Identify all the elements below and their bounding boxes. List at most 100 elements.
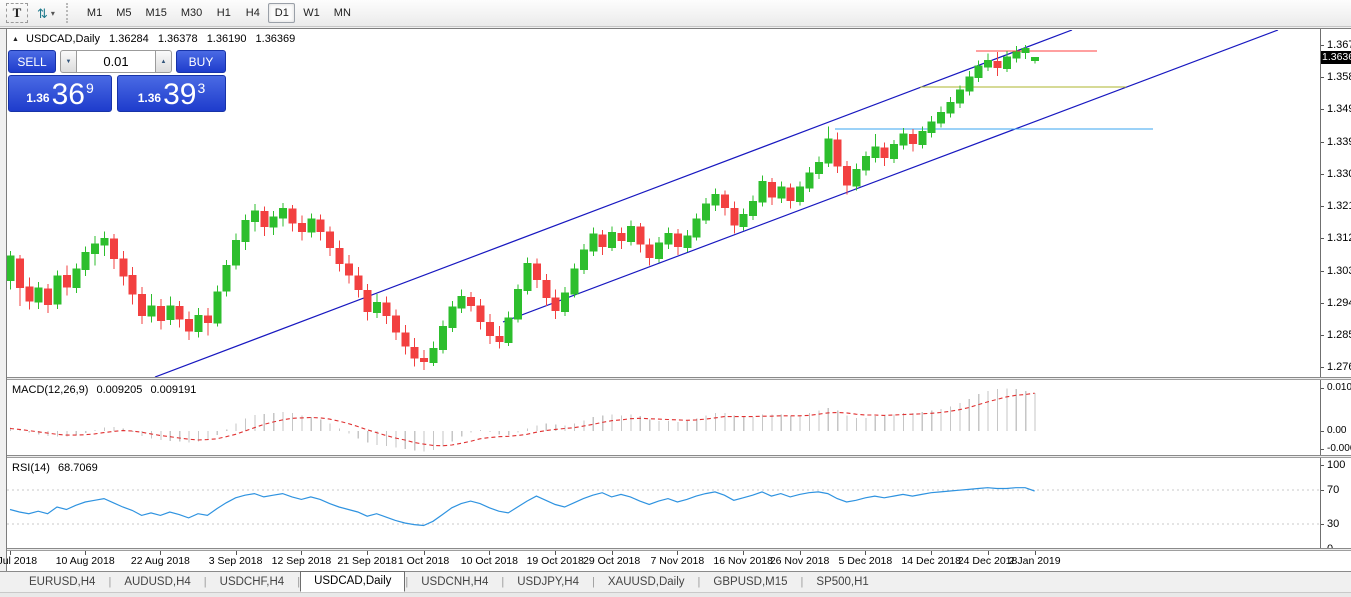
volume-increase-button[interactable]: ▲ <box>155 50 172 73</box>
volume-decrease-button[interactable]: ▼ <box>60 50 77 73</box>
chart-tab-audusd-h4[interactable]: AUDUSD,H4 <box>124 576 191 588</box>
timeframe-button-m15[interactable]: M15 <box>145 7 167 19</box>
time-tick-label: 24 Dec 2018 <box>957 555 1018 567</box>
time-tick <box>555 551 557 555</box>
time-tick-label: 26 Nov 2018 <box>769 555 830 567</box>
price-axis[interactable]: 1.36715 1.35815 1.34915 1.33990 1.33090 1.321… <box>1320 29 1351 571</box>
chart-tab-xauusd-daily[interactable]: XAUUSD,Daily <box>607 576 685 588</box>
price-tick-label: 1.29465 <box>1327 297 1351 309</box>
time-tick <box>1034 551 1036 555</box>
sell-price-display[interactable]: 1.36 36 9 <box>8 75 112 112</box>
chart-tab-usdjpy-h4[interactable]: USDJPY,H4 <box>517 576 579 588</box>
time-tick <box>799 551 801 555</box>
time-axis[interactable]: 31 Jul 2018 10 Aug 2018 22 Aug 2018 3 Sep 2… <box>0 551 1351 571</box>
chart-symbol-label: USDCAD,Daily <box>26 33 100 45</box>
timeframe-button-m30[interactable]: M30 <box>180 7 203 19</box>
price-tick-label: 1.35815 <box>1327 71 1351 84</box>
spinner-up-icon: ▲ <box>160 58 167 65</box>
rsi-value: 68.7069 <box>57 462 98 474</box>
volume-input[interactable] <box>77 50 155 73</box>
panel-splitter-1[interactable] <box>7 377 1351 380</box>
time-tick-label: 7 Nov 2018 <box>650 555 705 567</box>
macd-panel-canvas[interactable] <box>7 381 1320 455</box>
buy-price-display[interactable]: 1.36 39 3 <box>117 75 226 112</box>
time-tick <box>367 551 369 555</box>
toolbar-grip[interactable] <box>65 3 73 23</box>
price-tick <box>1320 109 1324 111</box>
timeframe-button-h4[interactable]: H4 <box>245 7 260 19</box>
time-tick-label: 10 Aug 2018 <box>55 555 115 567</box>
time-tick <box>743 551 745 555</box>
price-tick-label: 1.32190 <box>1327 200 1351 213</box>
time-tick <box>235 551 237 555</box>
macd-tick-label: -0.006218 <box>1327 443 1351 454</box>
text-tool-icon: T <box>12 5 22 20</box>
current-price-tag: 1.36369 <box>1321 51 1351 65</box>
time-tick <box>10 551 11 555</box>
time-tick-label: 31 Jul 2018 <box>0 555 38 567</box>
timeframe-button-w1[interactable]: W1 <box>303 7 320 19</box>
time-tick-label: 22 Aug 2018 <box>130 555 190 567</box>
chart-tab-eurusd-h4[interactable]: EURUSD,H4 <box>29 576 96 588</box>
price-tick-label: 1.27665 <box>1327 361 1351 374</box>
buy-button[interactable]: BUY <box>176 50 226 73</box>
volume-stepper: ▼ ▲ <box>60 50 172 73</box>
rsi-tick <box>1320 465 1324 466</box>
tab-separator: | <box>405 576 409 588</box>
chart-window-left-border <box>6 28 7 571</box>
main-chart-canvas[interactable] <box>7 30 1320 377</box>
macd-tick <box>1320 431 1324 432</box>
time-tick <box>931 551 933 555</box>
price-tick <box>1320 335 1324 337</box>
time-tick-label: 12 Sep 2018 <box>271 555 332 567</box>
macd-tick-label: 0.00 <box>1327 425 1347 436</box>
chart-tab-gbpusd-m15[interactable]: GBPUSD,M15 <box>713 576 788 588</box>
sell-price-big: 36 <box>51 78 85 111</box>
panel-splitter-3[interactable] <box>7 548 1351 551</box>
macd-label: MACD(12,26,9) 0.009205 0.009191 <box>12 384 196 396</box>
chart-window-top-border <box>0 28 1351 29</box>
arrows-icon: ⇅ <box>37 5 48 21</box>
timeframe-button-m5[interactable]: M5 <box>116 7 132 19</box>
ohlc-low: 1.36190 <box>206 33 247 45</box>
timeframe-button-h1[interactable]: H1 <box>216 7 231 19</box>
timeframe-button-m1[interactable]: M1 <box>86 7 103 19</box>
chart-tab-bar: EURUSD,H4 | AUDUSD,H4 | USDCHF,H4 | USDCAD,Dai… <box>0 571 1351 592</box>
time-tick <box>423 551 425 555</box>
cursor-tool-button[interactable]: ⇅ ▾ <box>34 3 58 23</box>
price-tick <box>1320 238 1324 240</box>
ohlc-high: 1.36378 <box>157 33 198 45</box>
time-tick-label: 19 Oct 2018 <box>526 555 584 567</box>
text-tool-button[interactable]: T <box>6 3 28 23</box>
timeframe-button-d1[interactable]: D1 <box>268 3 296 23</box>
time-tick <box>987 551 989 555</box>
time-tick <box>301 551 303 555</box>
sell-button[interactable]: SELL <box>8 50 56 73</box>
sell-button-label: SELL <box>17 54 47 69</box>
timeframe-toolbar: M1 M5 M15 M30 H1 H4 D1 W1 MN <box>81 3 357 23</box>
time-tick <box>489 551 491 555</box>
tab-separator: | <box>800 576 804 588</box>
buy-price-sup: 3 <box>197 80 206 96</box>
rsi-panel-canvas[interactable] <box>7 459 1320 548</box>
macd-tick <box>1320 449 1324 450</box>
chart-tab-usdchf-h4[interactable]: USDCHF,H4 <box>219 576 285 588</box>
time-tick <box>85 551 87 555</box>
ohlc-open: 1.36284 <box>109 33 149 45</box>
window-bottom-edge <box>0 592 1351 597</box>
price-tick-label: 1.28565 <box>1327 329 1351 342</box>
time-tick-label: 14 Dec 2018 <box>901 555 961 567</box>
chart-collapse-icon[interactable]: ▲ <box>12 36 19 43</box>
rsi-tick <box>1320 523 1324 525</box>
time-tick-label: 16 Nov 2018 <box>713 555 773 567</box>
panel-splitter-2[interactable] <box>7 455 1351 458</box>
chart-tab-usdcnh-h4[interactable]: USDCNH,H4 <box>421 576 489 588</box>
rsi-tick-label: 70 <box>1327 484 1340 497</box>
time-tick <box>677 551 679 555</box>
macd-tick-label: 0.010474 <box>1327 382 1351 393</box>
macd-tick <box>1320 388 1324 389</box>
timeframe-button-mn[interactable]: MN <box>333 7 351 19</box>
chart-tab-sp500-h1[interactable]: SP500,H1 <box>816 576 869 588</box>
price-tick <box>1320 367 1324 369</box>
chart-tab-usdcad-daily[interactable]: USDCAD,Daily <box>300 571 406 592</box>
